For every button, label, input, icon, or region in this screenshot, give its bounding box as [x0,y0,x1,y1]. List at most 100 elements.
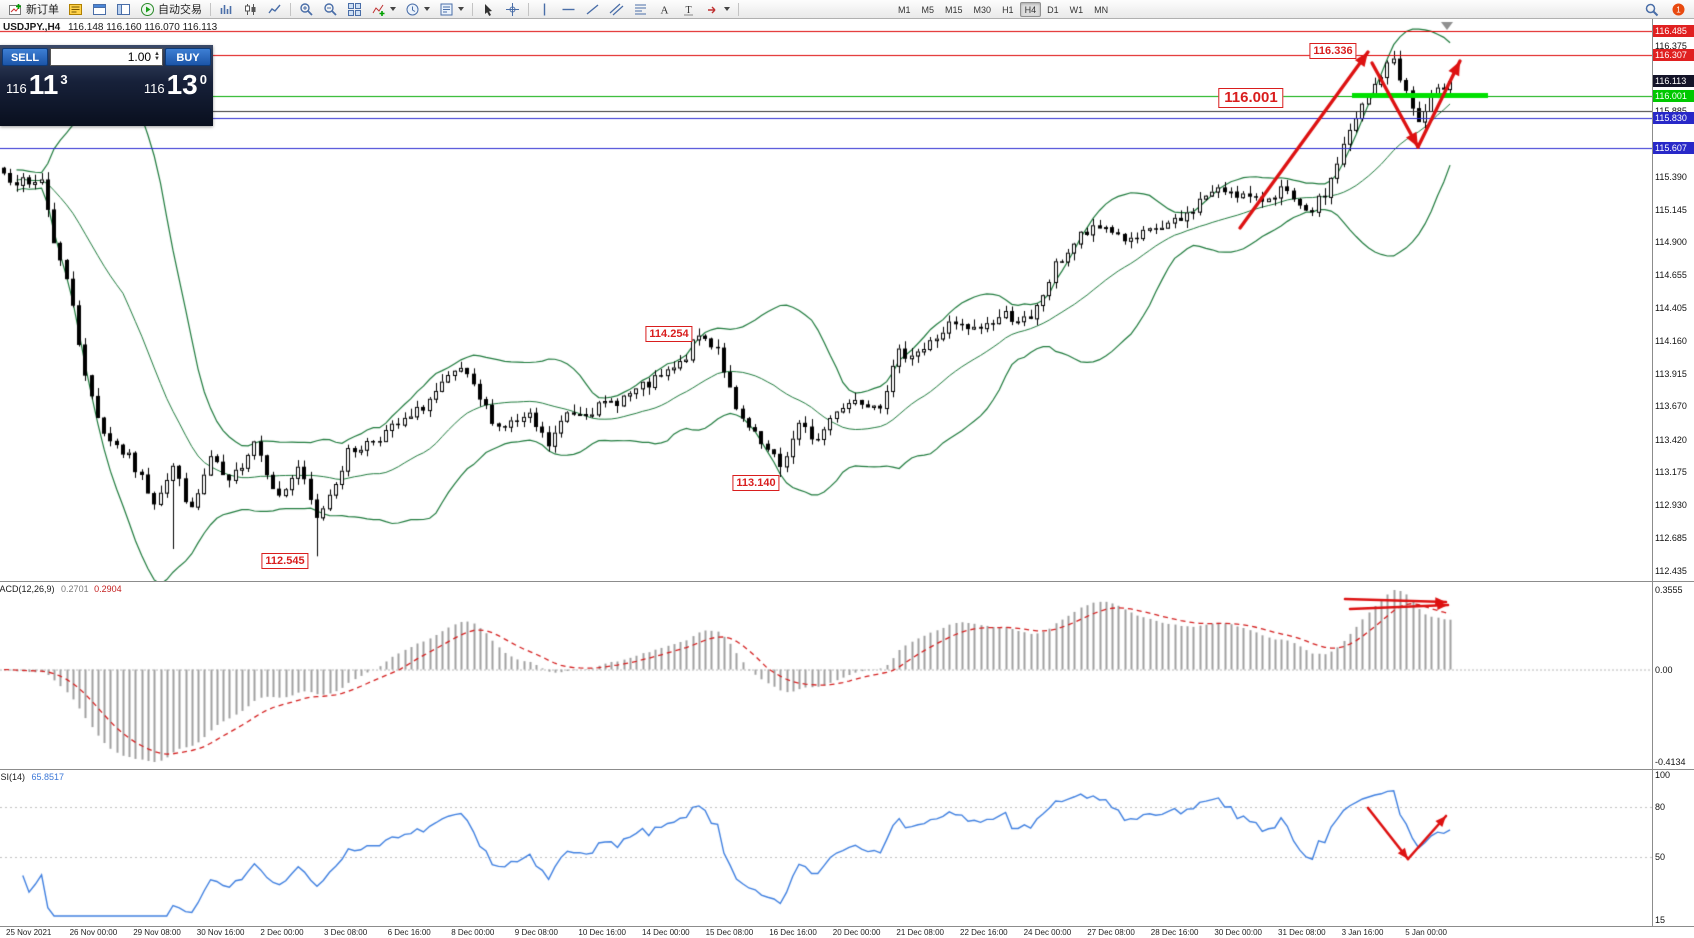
price-annotation[interactable]: 113.140 [732,475,780,491]
price-annotation[interactable]: 112.545 [261,553,309,569]
price-tick: 115.390 [1655,172,1687,182]
macd-canvas[interactable] [0,582,1652,770]
price-annotation[interactable]: 116.336 [1309,43,1357,59]
spinner-up-icon[interactable]: ▲ [154,51,160,57]
rsi-axis[interactable]: 100 80 50 15 [1652,770,1694,926]
volume-spinner[interactable]: ▲ ▼ [154,51,160,62]
price-tag: 115.830 [1653,112,1694,125]
price-annotation[interactable]: 116.001 [1218,88,1284,108]
candlestick-chart-button[interactable] [239,1,262,18]
arrows-button[interactable] [701,1,734,18]
timeframe-d1[interactable]: D1 [1047,4,1059,15]
price-tick: 114.160 [1655,336,1687,346]
price-tick: 113.420 [1655,434,1687,445]
volume-value: 1.00 [127,50,152,64]
macd-name: MACD(12,26,9) [0,584,55,594]
separator [210,2,211,16]
spinner-down-icon[interactable]: ▼ [154,56,160,62]
sell-button[interactable]: SELL [2,48,48,66]
cursor-button[interactable] [477,1,500,18]
timeframe-h4[interactable]: H4 [1019,1,1042,17]
price-tick: 113.915 [1655,368,1687,379]
trendline-button[interactable] [581,1,604,18]
zoom-out-button[interactable] [319,1,342,18]
timeframe-w1[interactable]: W1 [1069,4,1084,15]
timeframe-mn[interactable]: MN [1094,4,1109,15]
indicators-button[interactable] [367,1,400,18]
price-tag: 116.001 [1653,89,1694,102]
search-button[interactable] [1640,1,1663,18]
timeframe-m30[interactable]: M30 [973,4,992,15]
buy-price[interactable]: 116 13 0 [144,71,207,99]
navigator-icon [116,2,131,17]
fibonacci-button[interactable] [629,1,652,18]
navigator-button[interactable] [112,1,135,18]
time-label: 31 Dec 08:00 [1278,928,1326,937]
community-icon: 1 [1671,2,1686,17]
price-tick: 113.175 [1655,467,1687,478]
crosshair-button[interactable] [501,1,524,18]
data-window-button[interactable] [88,1,111,18]
line-chart-button[interactable] [263,1,286,18]
time-axis[interactable]: 25 Nov 2021 26 Nov 00:00 29 Nov 08:00 30 No… [0,926,1694,938]
timeframe-h1[interactable]: H1 [1002,4,1014,15]
svg-text:T: T [685,5,691,16]
fibonacci-icon [633,2,648,17]
horizontal-line-button[interactable] [557,1,580,18]
buy-button[interactable]: BUY [165,48,211,66]
rsi-panel[interactable]: RSI(14) 65.8517 100 80 50 15 [0,769,1694,927]
search-icon [1644,2,1659,17]
new-order-icon [8,2,23,17]
time-label: 14 Dec 00:00 [642,928,690,937]
periods-button[interactable] [401,1,434,18]
symbol-period-label: USDJPY.,H4 [3,22,61,33]
community-button[interactable]: 1 [1667,1,1690,18]
macd-value-main: 0.2701 [61,584,89,594]
volume-input[interactable]: 1.00 ▲ ▼ [50,48,163,66]
buy-price-prefix: 116 [143,81,165,96]
price-chart-canvas[interactable] [0,19,1652,581]
market-watch-button[interactable] [64,1,87,18]
bar-chart-icon [219,2,234,17]
time-label: 20 Dec 00:00 [832,928,881,937]
rsi-axis-value: 15 [1655,915,1666,925]
macd-axis[interactable]: 0.3555 0.00 -0.4134 [1652,582,1694,769]
price-tick: 112.685 [1655,532,1687,543]
dropdown-caret [724,7,730,11]
timeframe-m5[interactable]: M5 [921,4,935,15]
timeframe-m1[interactable]: M1 [898,4,911,15]
sell-price[interactable]: 116 11 3 [6,71,68,99]
rsi-value: 65.8517 [31,772,65,782]
time-label: 24 Dec 00:00 [1023,928,1072,937]
time-label: 15 Dec 08:00 [705,928,754,937]
zoom-in-icon [299,2,314,17]
macd-panel[interactable]: MACD(12,26,9) 0.2701 0.2904 0.3555 0.00 -0… [0,581,1694,770]
new-order-button[interactable]: 新订单 [4,1,63,18]
data-window-icon [92,2,107,17]
autotrading-button[interactable]: 自动交易 [136,1,206,18]
bar-chart-button[interactable] [215,1,238,18]
price-tick: 115.145 [1655,204,1687,215]
price-tag: 116.113 [1653,74,1694,87]
text-button[interactable]: A [653,1,676,18]
price-annotation[interactable]: 114.254 [645,326,693,342]
vertical-line-button[interactable] [533,1,556,18]
time-label: 26 Nov 00:00 [69,928,118,937]
rsi-axis-value: 80 [1655,801,1666,812]
macd-label: MACD(12,26,9) 0.2701 0.2904 [0,584,122,594]
zoom-in-button[interactable] [295,1,318,18]
text-label-button[interactable]: T [677,1,700,18]
price-chart-panel[interactable]: USDJPY.,H4 116.148 116.160 116.070 116.1… [0,19,1694,581]
time-label: 30 Nov 16:00 [196,928,245,937]
templates-button[interactable] [435,1,468,18]
new-order-label: 新订单 [26,4,59,16]
rsi-canvas[interactable] [0,770,1652,927]
channel-button[interactable] [605,1,628,18]
autotrading-play-icon [140,2,155,17]
timeframe-m15[interactable]: M15 [945,4,963,15]
arrows-icon [705,2,720,17]
price-axis[interactable]: 116.375 115.885 115.390 115.145 114.900 114.6… [1652,19,1694,581]
tile-windows-button[interactable] [343,1,366,18]
time-label: 8 Dec 00:00 [451,928,495,937]
